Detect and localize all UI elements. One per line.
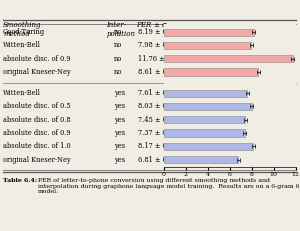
Text: Witten-Bell: Witten-Bell [3,89,41,97]
Text: Inter-
polation: Inter- polation [106,21,136,38]
Text: 7.45 ± 0.12: 7.45 ± 0.12 [138,116,177,124]
Text: 8.19 ± 0.12: 8.19 ± 0.12 [138,28,177,36]
Text: 7.98 ± 0.13: 7.98 ± 0.13 [138,42,177,49]
Text: no: no [114,55,122,63]
Bar [164,90,247,97]
Bar [164,68,258,76]
Text: no: no [114,28,122,36]
Bar [164,42,251,49]
Bar [164,143,254,150]
Text: 8.03 ± 0.13: 8.03 ± 0.13 [138,103,177,110]
Text: no: no [114,68,122,76]
Bar [164,116,245,123]
Text: PER of letter-to-phone conversion using different smoothing methods and
interpol: PER of letter-to-phone conversion using … [38,178,300,195]
Text: 11.76 ± 0.14: 11.76 ± 0.14 [138,55,182,63]
Text: 7.61 ± 0.13: 7.61 ± 0.13 [138,89,177,97]
Bar [164,156,238,163]
Text: yes: yes [114,129,125,137]
Text: absolute disc. of 0.8: absolute disc. of 0.8 [3,116,70,124]
Text: Witten-Bell: Witten-Bell [3,42,41,49]
Text: no: no [114,42,122,49]
Text: 6.81 ± 0.12: 6.81 ± 0.12 [138,155,177,164]
Text: 8.17 ± 0.13: 8.17 ± 0.13 [138,142,177,150]
Text: absolute disc. of 0.5: absolute disc. of 0.5 [3,103,70,110]
Text: 7.37 ± 0.12: 7.37 ± 0.12 [138,129,177,137]
Text: yes: yes [114,142,125,150]
Text: yes: yes [114,155,125,164]
Text: Smoothing
method: Smoothing method [3,21,41,38]
Text: yes: yes [114,103,125,110]
Text: original Kneser-Ney: original Kneser-Ney [3,155,71,164]
Text: absolute disc. of 1.0: absolute disc. of 1.0 [3,142,70,150]
Text: yes: yes [114,116,125,124]
Bar [164,29,254,36]
Bar [164,129,244,137]
Text: absolute disc. of 0.9: absolute disc. of 0.9 [3,55,70,63]
Bar [164,55,293,62]
Text: PER $\pm$ $\sigma_{\infty}$: PER $\pm$ $\sigma_{\infty}$ [136,21,172,30]
Text: yes: yes [114,89,125,97]
Text: Good-Turing: Good-Turing [3,28,45,36]
Bar [164,103,252,110]
Text: absolute disc. of 0.9: absolute disc. of 0.9 [3,129,70,137]
Text: original Kneser-Ney: original Kneser-Ney [3,68,71,76]
Text: Table 6.4:: Table 6.4: [3,178,37,183]
Text: 8.61 ± 0.13: 8.61 ± 0.13 [138,68,177,76]
